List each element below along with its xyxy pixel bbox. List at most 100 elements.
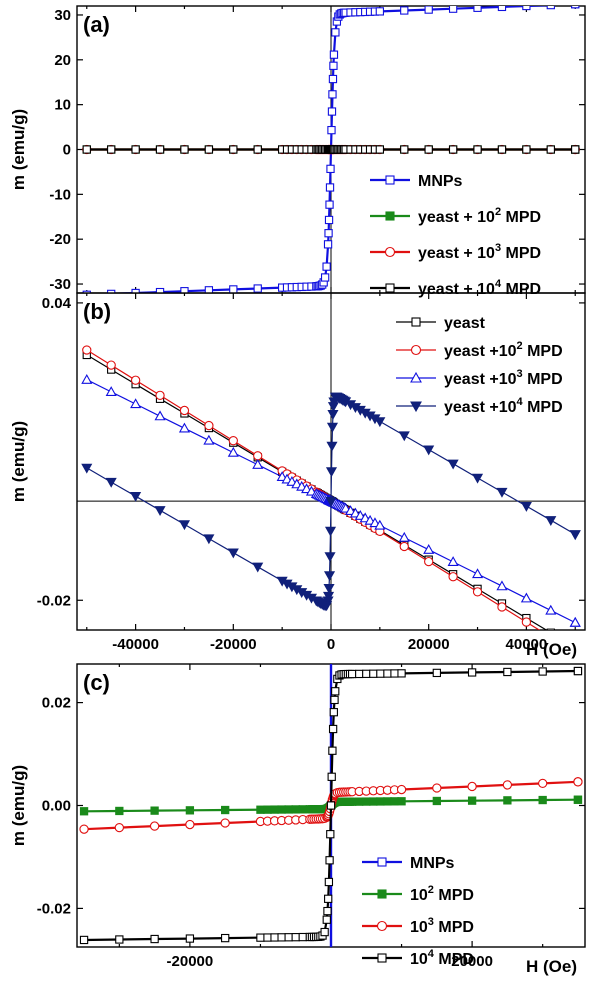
data-point xyxy=(298,932,307,942)
y-axis-label: m (emu/g) xyxy=(9,109,28,190)
legend-label: 104 MPD xyxy=(410,948,474,968)
data-point xyxy=(252,562,264,573)
data-point xyxy=(326,830,335,839)
legend-label-suffix: MPD xyxy=(434,951,474,968)
data-point xyxy=(571,145,580,154)
legend-label-suffix: MPD xyxy=(523,399,563,416)
data-point xyxy=(545,516,557,526)
data-point xyxy=(253,451,263,461)
y-tick-label: 0.00 xyxy=(42,798,71,815)
data-point xyxy=(467,668,477,677)
data-point xyxy=(496,580,508,591)
data-point xyxy=(325,496,337,507)
plot-area xyxy=(82,6,580,293)
legend-marker xyxy=(385,211,395,221)
legend-marker xyxy=(410,344,422,356)
legend-label-superscript: 3 xyxy=(517,368,523,380)
data-point xyxy=(329,708,338,717)
data-point xyxy=(325,200,334,209)
data-point xyxy=(320,273,330,282)
data-point xyxy=(497,602,507,612)
data-point xyxy=(327,125,336,135)
data-point xyxy=(228,436,238,446)
data-point xyxy=(328,724,338,734)
data-point xyxy=(320,927,329,937)
data-point xyxy=(397,669,406,678)
data-point xyxy=(376,797,385,806)
legend-label-suffix: MPD xyxy=(501,281,541,298)
y-tick-label: -0.02 xyxy=(37,592,71,609)
y-tick-label: 30 xyxy=(54,7,71,24)
data-point xyxy=(291,933,300,942)
data-point xyxy=(432,668,441,678)
data-point xyxy=(390,669,399,678)
series-3 xyxy=(82,145,580,154)
data-point xyxy=(326,164,335,174)
data-point xyxy=(324,215,334,225)
y-tick-label: 0.02 xyxy=(42,695,71,712)
legend-label-suffix: MPD xyxy=(434,887,474,904)
legend-label-text: MNPs xyxy=(410,855,455,872)
data-point xyxy=(496,487,508,498)
data-point xyxy=(328,746,337,755)
data-point xyxy=(375,7,384,16)
data-point xyxy=(432,796,441,806)
data-point xyxy=(522,145,531,154)
data-point xyxy=(376,669,385,678)
legend-label: yeast +103 MPD xyxy=(444,368,563,388)
data-point xyxy=(79,935,89,945)
data-point xyxy=(155,287,165,293)
data-point xyxy=(520,501,532,512)
legend-label-superscript: 4 xyxy=(495,278,502,290)
legend-label: yeast xyxy=(444,315,486,332)
data-point xyxy=(149,821,160,831)
series-0 xyxy=(82,6,580,293)
legend-label-suffix: MPD xyxy=(434,919,474,936)
data-point xyxy=(355,797,364,806)
data-point xyxy=(185,819,195,830)
data-point xyxy=(573,777,583,787)
legend-label-superscript: 4 xyxy=(428,948,435,960)
data-point xyxy=(423,543,435,554)
data-point xyxy=(424,556,434,567)
legend-label-suffix: MPD xyxy=(501,245,541,262)
data-point xyxy=(185,934,195,943)
y-tick-label: -0.02 xyxy=(37,900,71,917)
data-point xyxy=(180,145,189,154)
panel-c: -20000 20000 -0.02 0.00 0.02 m (emu/g) H (Oe) (… xyxy=(9,663,586,976)
legend-label-suffix: MPD xyxy=(501,209,541,226)
data-point xyxy=(448,572,458,582)
data-point xyxy=(397,797,406,806)
data-point xyxy=(263,933,272,942)
data-point xyxy=(400,6,409,15)
legend-marker xyxy=(384,246,396,258)
data-point xyxy=(115,806,124,816)
data-point xyxy=(573,795,583,804)
data-point xyxy=(521,617,532,627)
data-point xyxy=(327,410,339,420)
data-point xyxy=(369,797,378,806)
data-point xyxy=(448,6,458,13)
legend-label-text: yeast + 10 xyxy=(418,209,495,226)
x-tick-label: -20000 xyxy=(210,636,257,653)
y-tick-label: 0.04 xyxy=(42,295,72,312)
x-tick-label: 40000 xyxy=(506,636,548,653)
legend-marker xyxy=(411,317,421,327)
panel-label: (a) xyxy=(83,12,110,37)
data-point xyxy=(204,145,214,154)
data-point xyxy=(330,695,339,705)
data-point xyxy=(220,818,230,828)
data-point xyxy=(538,778,548,789)
data-point xyxy=(447,459,459,470)
data-point xyxy=(130,375,141,385)
data-point xyxy=(399,541,409,552)
data-point xyxy=(253,284,262,293)
data-point xyxy=(326,422,339,433)
data-point xyxy=(471,568,484,579)
data-point xyxy=(131,145,140,154)
data-point xyxy=(322,915,331,924)
data-point xyxy=(180,287,189,293)
y-tick-label: -10 xyxy=(49,186,71,203)
data-point xyxy=(374,519,386,530)
